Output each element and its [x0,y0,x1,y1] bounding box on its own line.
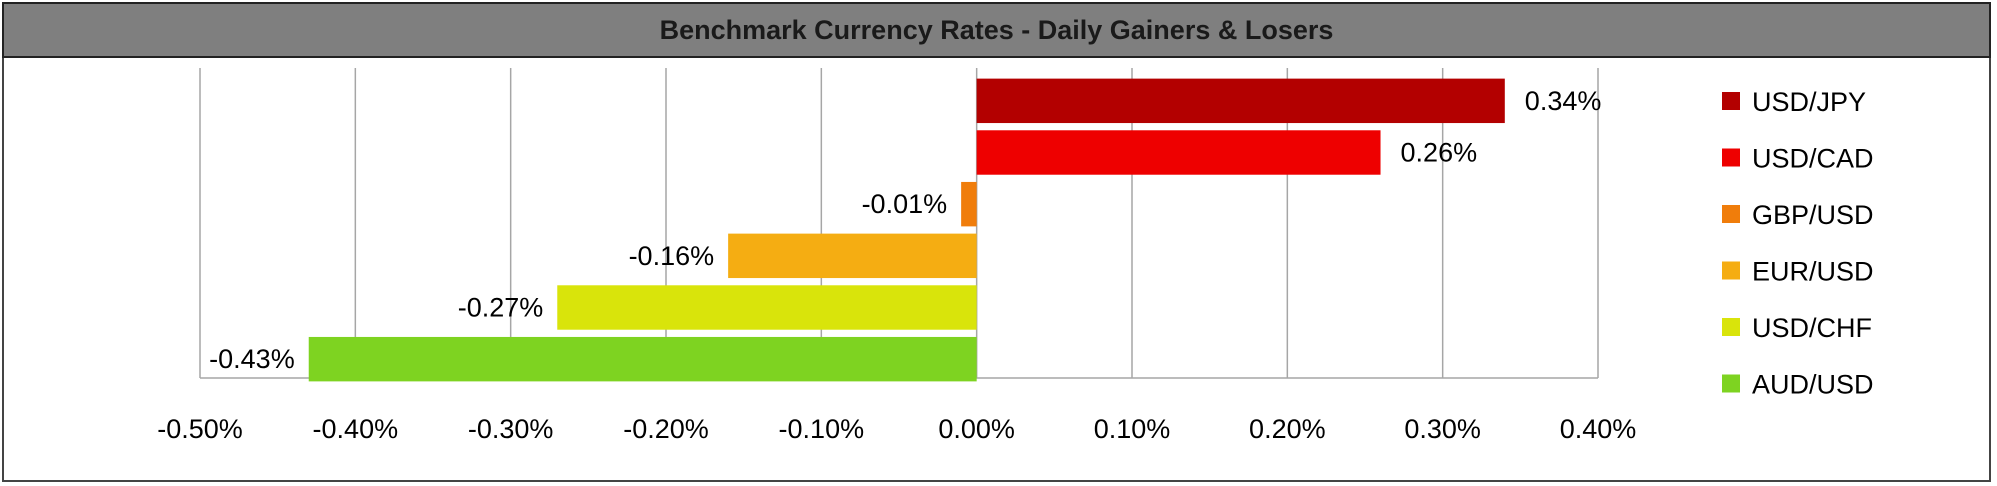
bar-eur-usd [728,233,977,279]
data-label: 0.34% [1525,86,1602,116]
chart-title-bar: Benchmark Currency Rates - Daily Gainers… [2,2,1991,58]
x-tick-label: 0.30% [1404,414,1481,444]
legend-swatch [1722,92,1740,110]
bar-gbp-usd [961,181,977,227]
x-tick-label: 0.20% [1249,414,1326,444]
x-tick-label: -0.30% [468,414,554,444]
legend-label: USD/CAD [1752,144,1874,174]
data-label: -0.27% [458,293,544,323]
data-label: -0.16% [629,241,715,271]
x-tick-label: 0.40% [1560,414,1637,444]
legend-swatch [1722,374,1740,393]
legend-label: AUD/USD [1752,370,1874,400]
bar-usd-cad [976,130,1381,175]
bar-usd-chf [557,285,977,330]
chart-title: Benchmark Currency Rates - Daily Gainers… [659,14,1334,45]
legend-label: USD/CHF [1752,313,1872,343]
legend-label: USD/JPY [1752,87,1866,117]
legend-swatch [1722,318,1740,336]
x-tick-label: 0.10% [1094,414,1171,444]
x-tick-label: -0.40% [313,414,399,444]
x-tick-label: -0.50% [157,414,243,444]
x-tick-label: 0.00% [938,414,1015,444]
legend-swatch [1722,261,1740,280]
data-label: 0.26% [1401,138,1478,168]
legend-swatch [1722,148,1740,167]
x-tick-label: -0.10% [779,414,865,444]
bar-aud-usd [308,336,977,382]
legend-label: GBP/USD [1752,200,1874,230]
legend-label: EUR/USD [1752,257,1874,287]
bar-usd-jpy [976,78,1505,124]
x-tick-label: -0.20% [623,414,709,444]
data-label: -0.01% [862,189,948,219]
data-label: -0.43% [209,344,295,374]
legend-swatch [1722,205,1740,223]
